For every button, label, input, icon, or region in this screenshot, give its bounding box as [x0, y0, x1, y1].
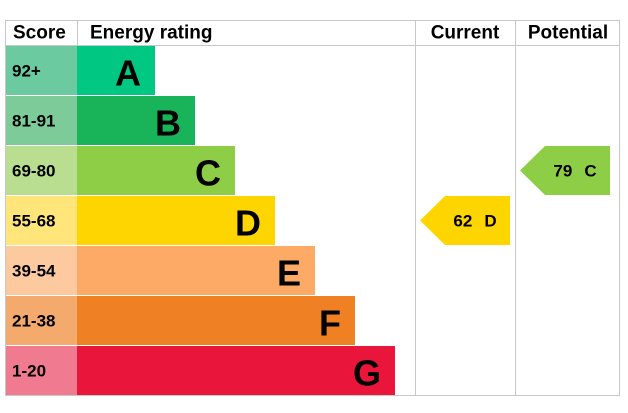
score-label: 1-20: [12, 362, 46, 381]
rating-letter: E: [277, 253, 301, 294]
arrows: 62 D 79 C: [420, 146, 610, 245]
current-rating: D: [484, 211, 496, 230]
score-label: 81-91: [12, 112, 55, 131]
rating-letter: D: [235, 203, 261, 244]
current-label: 62 D: [453, 211, 496, 230]
score-label: 55-68: [12, 212, 55, 231]
header-current: Current: [431, 23, 500, 44]
rating-bar: [77, 196, 275, 245]
rating-bar: [77, 46, 155, 95]
score-label: 69-80: [12, 162, 55, 181]
score-cell: [6, 246, 77, 295]
header-potential: Potential: [528, 23, 608, 44]
rating-bar: [77, 96, 195, 145]
potential-label: 79 C: [553, 161, 596, 180]
rating-letter: G: [353, 353, 381, 394]
score-cell: [6, 46, 77, 95]
potential-score: 79: [553, 161, 572, 180]
header-rating: Energy rating: [90, 23, 212, 44]
bands: 92+ A 81-91 B 69-80 C 55-68 D 39-54 E 21-38 F 1-20 G: [6, 46, 395, 395]
frame: [5, 20, 620, 396]
score-cell: [6, 146, 77, 195]
header-score: Score: [13, 23, 66, 44]
score-label: 92+: [12, 62, 41, 81]
score-label: 21-38: [12, 312, 55, 331]
rating-letter: C: [195, 153, 221, 194]
score-cell: [6, 196, 77, 245]
rating-bar: [77, 296, 355, 345]
rating-letter: B: [155, 103, 181, 144]
rating-letter: A: [115, 53, 141, 94]
score-cell: [6, 96, 77, 145]
current-score: 62: [453, 211, 472, 230]
score-label: 39-54: [12, 262, 56, 281]
rating-bar: [77, 246, 315, 295]
rating-bar: [77, 346, 395, 395]
rating-bar: [77, 146, 235, 195]
potential-arrow: [520, 146, 610, 195]
score-cell: [6, 296, 77, 345]
rating-letter: F: [319, 303, 341, 344]
current-arrow: [420, 196, 510, 245]
score-cell: [6, 346, 77, 395]
potential-rating: C: [584, 161, 596, 180]
